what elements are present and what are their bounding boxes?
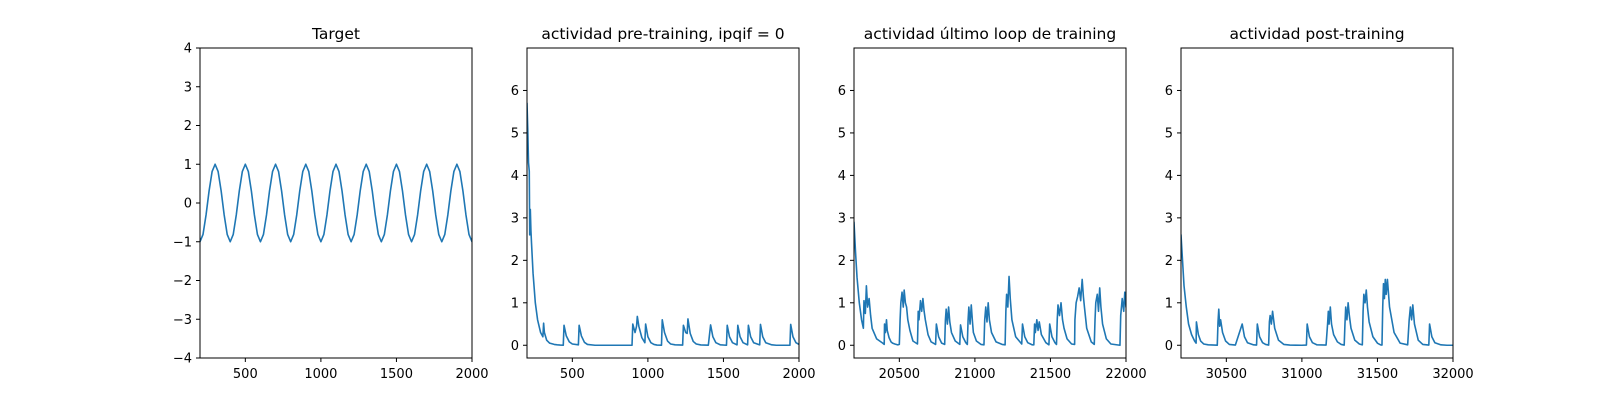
x-tick-label: 1000 xyxy=(304,367,337,382)
y-tick-label: 1 xyxy=(184,158,192,173)
y-tick-label: 0 xyxy=(184,197,192,212)
chart-panel-3: 20500 21000 21500 22000 0 1 2 3 4 5 6 actividad últ… xyxy=(838,25,1147,382)
y-tick-label: 3 xyxy=(511,211,519,226)
y-tick-label: 2 xyxy=(838,254,846,269)
series-line-1 xyxy=(200,163,472,243)
y-tick-label: 6 xyxy=(1165,84,1173,99)
y-tick-label: −1 xyxy=(173,235,192,250)
x-tick-label: 20500 xyxy=(879,367,920,382)
y-tick-label: −2 xyxy=(173,274,192,289)
y-tick-label: 0 xyxy=(511,339,519,354)
chart-title: Target xyxy=(311,25,360,43)
y-tick-label: 3 xyxy=(838,211,846,226)
x-tick-label: 30500 xyxy=(1206,367,1247,382)
x-tick-label: 2000 xyxy=(782,367,815,382)
chart-panel-1: 500 1000 1500 2000 −4 −3 −2 −1 0 1 2 3 4 Target xyxy=(173,25,489,382)
y-tick-label: 5 xyxy=(1165,126,1173,141)
chart-title: actividad post-training xyxy=(1229,25,1404,43)
y-tick-label: 4 xyxy=(511,169,519,184)
x-tick-label: 1500 xyxy=(707,367,740,382)
x-tick-label: 1500 xyxy=(380,367,413,382)
x-tick-label: 21500 xyxy=(1030,367,1071,382)
chart-panel-4: 30500 31000 31500 32000 0 1 2 3 4 5 6 actividad pos… xyxy=(1165,25,1474,382)
x-tick-label: 500 xyxy=(233,367,258,382)
y-tick-label: 1 xyxy=(511,296,519,311)
y-tick-label: 5 xyxy=(511,126,519,141)
chart-title: actividad pre-training, ipqif = 0 xyxy=(541,25,784,43)
x-tick-label: 22000 xyxy=(1105,367,1146,382)
x-tick-label: 31500 xyxy=(1357,367,1398,382)
y-tick-label: 3 xyxy=(1165,211,1173,226)
x-tick-label: 32000 xyxy=(1432,367,1473,382)
axes-frame xyxy=(199,47,473,359)
y-tick-label: 4 xyxy=(184,42,192,57)
chart-panel-2: 500 1000 1500 2000 0 1 2 3 4 5 6 actividad pre-trai… xyxy=(511,25,816,382)
y-tick-label: 4 xyxy=(1165,169,1173,184)
series-line-1 xyxy=(527,102,799,347)
y-tick-label: 4 xyxy=(838,169,846,184)
y-tick-label: −3 xyxy=(173,313,192,328)
y-tick-label: 2 xyxy=(1165,254,1173,269)
x-tick-label: 21000 xyxy=(954,367,995,382)
x-tick-label: 1000 xyxy=(631,367,664,382)
y-tick-label: 6 xyxy=(838,84,846,99)
series-line-1 xyxy=(1181,234,1453,347)
y-tick-label: 0 xyxy=(1165,339,1173,354)
axes-frame xyxy=(526,47,800,359)
y-tick-label: 2 xyxy=(184,119,192,134)
x-tick-label: 31000 xyxy=(1281,367,1322,382)
chart-title: actividad último loop de training xyxy=(864,25,1116,43)
y-tick-label: 6 xyxy=(511,84,519,99)
y-tick-label: 5 xyxy=(838,126,846,141)
x-tick-label: 500 xyxy=(560,367,585,382)
x-tick-label: 2000 xyxy=(455,367,488,382)
axes-frame xyxy=(853,47,1127,359)
y-tick-label: −4 xyxy=(173,352,192,367)
y-tick-label: 3 xyxy=(184,80,192,95)
y-tick-label: 2 xyxy=(511,254,519,269)
y-tick-label: 1 xyxy=(838,296,846,311)
y-tick-label: 0 xyxy=(838,339,846,354)
axes-frame xyxy=(1180,47,1454,359)
series-line-1 xyxy=(854,221,1126,347)
y-tick-label: 1 xyxy=(1165,296,1173,311)
